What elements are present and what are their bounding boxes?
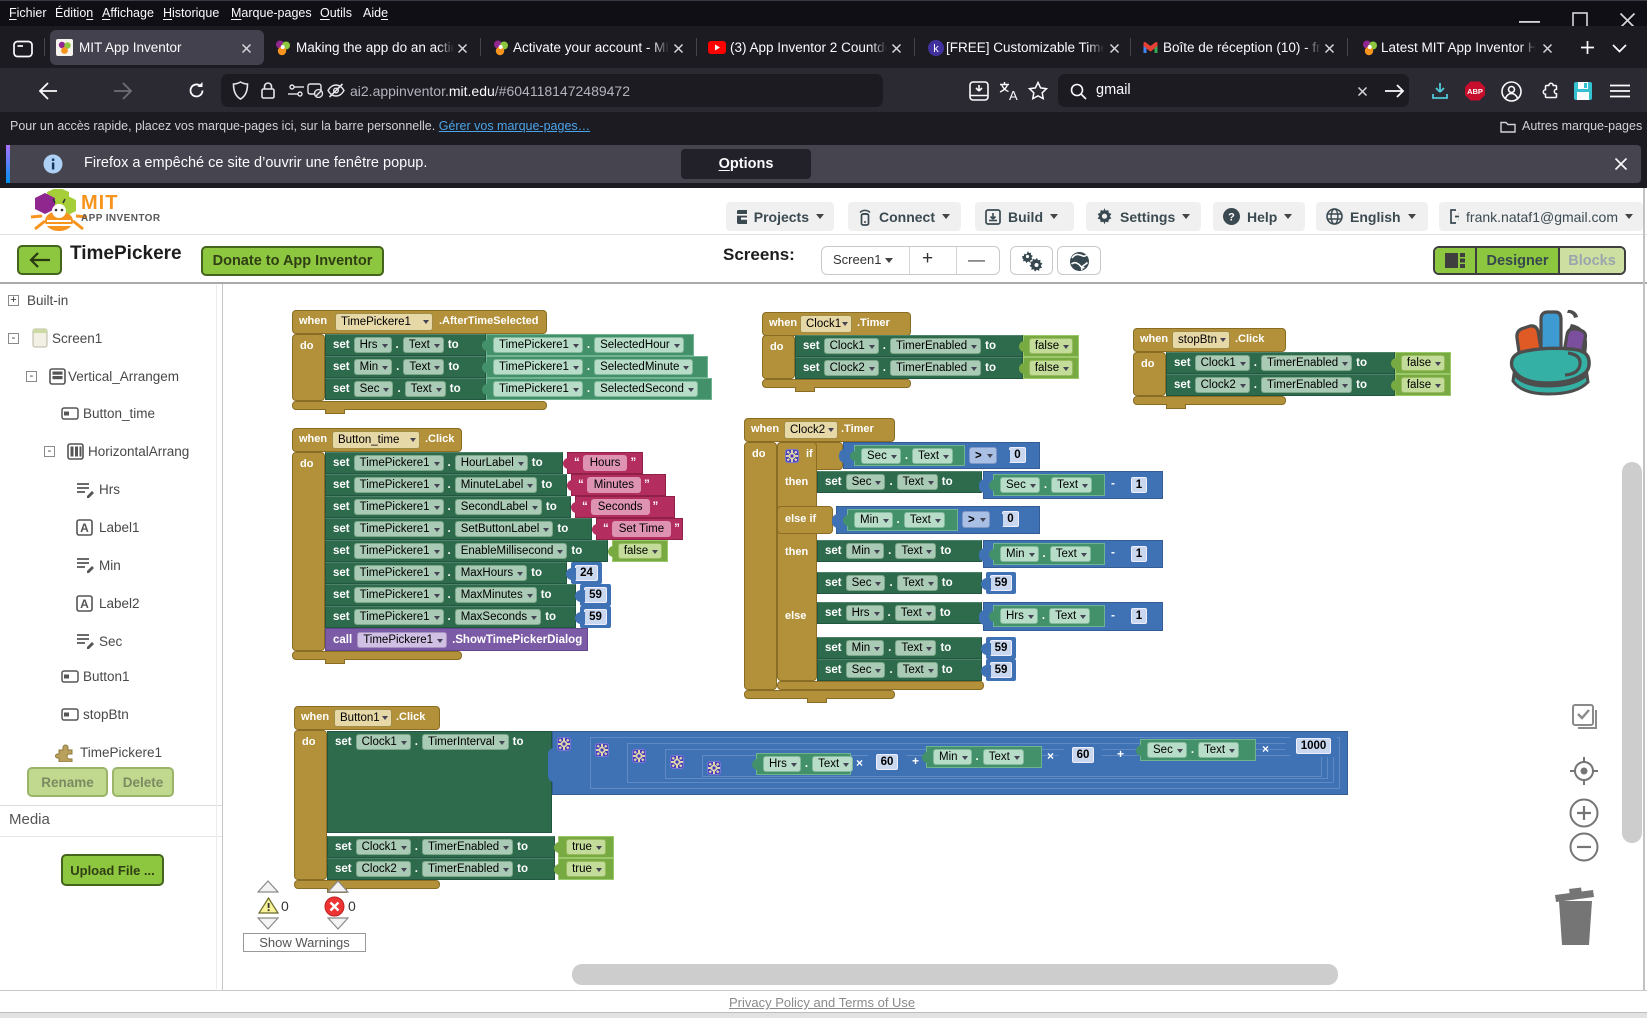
svg-text:A: A bbox=[80, 521, 89, 535]
svg-text:A: A bbox=[80, 597, 89, 611]
svg-text:?: ? bbox=[1228, 212, 1235, 224]
svg-text:A: A bbox=[1009, 88, 1018, 101]
svg-text:ABP: ABP bbox=[1467, 87, 1483, 96]
svg-text:k: k bbox=[933, 43, 939, 55]
